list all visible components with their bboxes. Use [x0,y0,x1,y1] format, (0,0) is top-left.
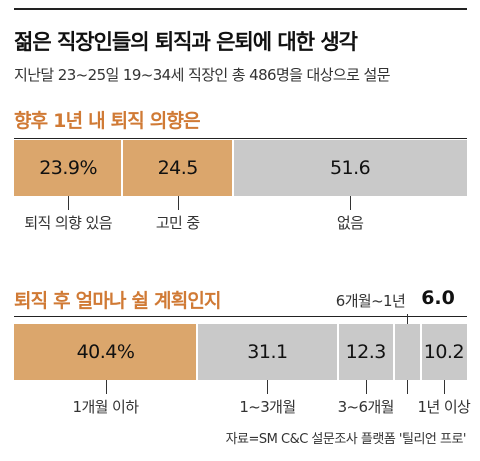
bar-segment [338,324,393,380]
category-tick [267,380,268,394]
source-note: 자료=SM C&C 설문조사 플랫폼 '틸리언 프로' [225,432,467,447]
chart1-title: 향후 1년 내 퇴직 의향은 [14,110,201,132]
callout-value-label: 6.0 [421,287,455,309]
bar-segment [394,324,420,380]
bar-value-label: 12.3 [345,341,387,363]
category-tick [106,380,107,394]
bar-value-label: 31.1 [247,341,288,363]
category-tick [407,380,408,394]
bar-value-label: 51.6 [329,157,371,179]
category-tick [178,196,179,210]
category-tick [68,196,69,210]
bar-segment [421,324,467,380]
bar-segment [198,324,337,380]
main-title: 젊은 직장인들의 퇴직과 은퇴에 대한 생각 [14,30,358,54]
chart1-rule [14,138,467,139]
chart2-title: 퇴직 후 얼마나 쉴 계획인지 [14,290,222,312]
bar-segment [14,324,196,380]
callout-tick [407,314,408,324]
category-label: 3~6개월 [337,398,395,416]
category-label: 1년 이상 [417,398,471,416]
category-label: 퇴직 의향 있음 [24,214,112,232]
chart2-rule [14,316,467,317]
category-label: 1개월 이하 [72,398,140,416]
bar-segment [234,140,467,196]
category-label: 고민 중 [155,214,200,232]
category-tick [350,196,351,210]
category-tick [444,380,445,394]
bar-value-label: 24.5 [157,157,199,179]
category-label: 1~3개월 [239,398,296,416]
category-label: 없음 [336,214,364,232]
callout-category-label: 6개월~1년 [335,292,406,310]
bar-segment [123,140,233,196]
category-tick [366,380,367,394]
bar-segment [14,140,122,196]
subtitle: 지난달 23~25일 19~34세 직장인 총 486명을 대상으로 설문 [14,66,391,84]
bar-value-label: 40.4% [76,341,135,363]
top-rule [14,8,467,10]
bar-value-label: 23.9% [39,157,98,179]
bar-value-label: 10.2 [423,341,465,363]
